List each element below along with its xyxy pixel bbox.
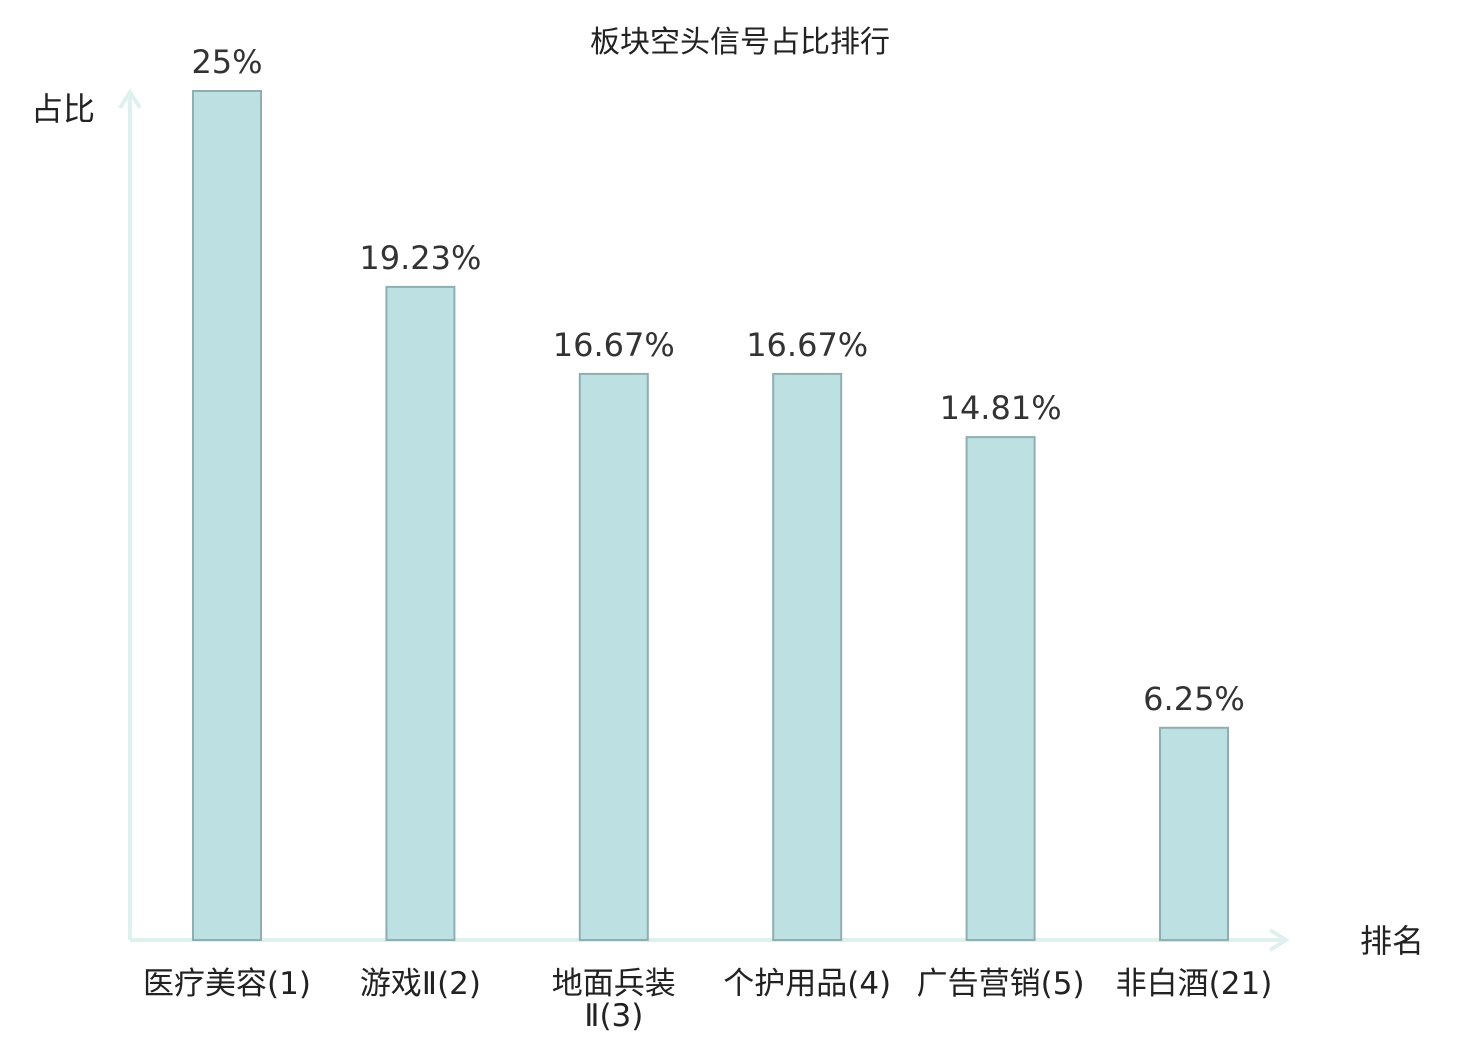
bar-4 [772, 372, 843, 941]
bar-1 [192, 90, 262, 941]
x-axis-label: 排名 [1360, 922, 1424, 960]
chart-title: 板块空头信号占比排行 [590, 25, 890, 60]
category-label-6: 非白酒(21) [1116, 966, 1273, 1002]
value-label-5: 14.81% [940, 389, 1062, 427]
category-label-1: 医疗美容(1) [143, 966, 311, 1002]
category-label-4: 个护用品(4) [723, 966, 891, 1002]
bar-5 [965, 436, 1036, 941]
value-label-4: 16.67% [746, 326, 868, 364]
y-axis-arrow [118, 88, 142, 110]
value-label-2: 19.23% [359, 239, 481, 277]
category-label-5: 广告营销(5) [917, 966, 1085, 1002]
y-axis-label: 占比 [31, 90, 95, 128]
bar-2 [385, 285, 456, 941]
category-label-2: 游戏Ⅱ(2) [360, 966, 481, 1002]
bar-6 [1159, 726, 1229, 942]
value-label-6: 6.25% [1143, 680, 1245, 718]
value-label-3: 16.67% [553, 326, 675, 364]
x-axis-arrow [1268, 928, 1290, 952]
category-label-3: 地面兵装 Ⅱ(3) [552, 966, 676, 1034]
value-label-1: 25% [191, 43, 262, 81]
bar-3 [578, 372, 649, 941]
